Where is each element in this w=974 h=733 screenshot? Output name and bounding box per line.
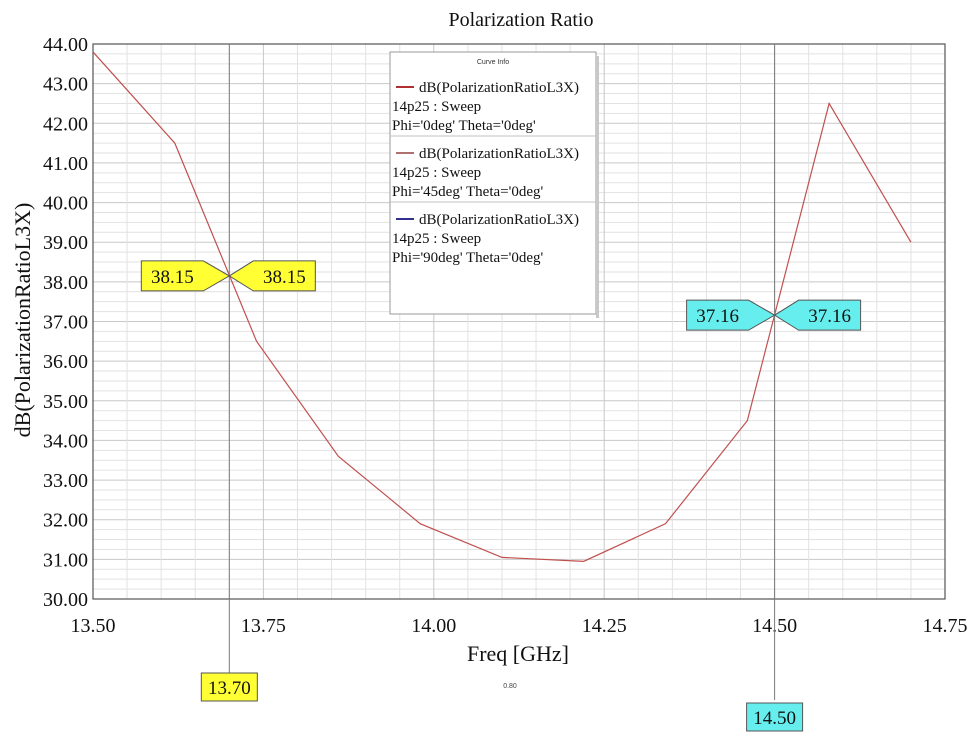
y-axis-label: dB(PolarizationRatioL3X) (10, 203, 35, 438)
legend-entry-sweep: 14p25 : Sweep (392, 99, 481, 115)
legend-box (389, 51, 597, 315)
marker-left-box (140, 260, 231, 292)
marker-x-label: 13.70 (208, 678, 251, 699)
delta-label: 0.80 (503, 683, 517, 690)
marker-left-value: 38.15 (151, 267, 194, 288)
x-tick-label: 13.75 (241, 615, 286, 637)
y-tick-label: 31.00 (43, 549, 88, 571)
x-tick-label: 13.50 (71, 615, 116, 637)
y-tick-label: 43.00 (43, 74, 88, 96)
legend-title: Curve Info (477, 59, 509, 66)
legend-entry-name: dB(PolarizationRatioL3X) (419, 212, 579, 228)
x-tick-label: 14.25 (582, 615, 627, 637)
y-tick-label: 42.00 (43, 113, 88, 135)
marker-right-value: 37.16 (808, 306, 851, 327)
marker-right-box (228, 260, 316, 292)
y-tick-label: 41.00 (43, 153, 88, 175)
legend-shadow (596, 56, 599, 318)
y-tick-label: 40.00 (43, 193, 88, 215)
legend-entry-angles: Phi='0deg' Theta='0deg' (392, 118, 536, 134)
legend-entry-sweep: 14p25 : Sweep (392, 231, 481, 247)
x-tick-labels: 13.50 13.75 14.00 14.25 14.50 14.75 (71, 615, 968, 637)
y-tick-label: 38.00 (43, 272, 88, 294)
marker-right-value: 38.15 (263, 267, 306, 288)
markers-layer: 38.15 38.15 13.70 37.16 37.16 14.50 (140, 44, 862, 732)
x-tick-label: 14.75 (923, 615, 968, 637)
y-tick-label: 36.00 (43, 351, 88, 373)
marker-right-box (773, 299, 862, 331)
y-tick-label: 37.00 (43, 312, 88, 334)
marker-x-label: 14.50 (753, 708, 796, 729)
legend-entries: dB(PolarizationRatioL3X) 14p25 : Sweep Phi… (390, 80, 596, 266)
legend-entry-sweep: 14p25 : Sweep (392, 165, 481, 181)
legend-entry-name: dB(PolarizationRatioL3X) (419, 146, 579, 162)
marker-left-value: 37.16 (696, 306, 739, 327)
chart-title: Polarization Ratio (449, 9, 594, 31)
y-tick-label: 33.00 (43, 470, 88, 492)
plot-frame (92, 43, 946, 600)
y-tick-label: 39.00 (43, 232, 88, 254)
y-tick-label: 30.00 (43, 589, 88, 611)
y-tick-label: 34.00 (43, 430, 88, 452)
marker-x-box (200, 672, 258, 702)
y-tick-labels: 30.00 31.00 32.00 33.00 34.00 35.00 36.00 37.00… (43, 34, 88, 611)
y-tick-label: 32.00 (43, 510, 88, 532)
x-tick-label: 14.00 (411, 615, 456, 637)
legend-entry-angles: Phi='90deg' Theta='0deg' (392, 250, 543, 266)
legend-entry-angles: Phi='45deg' Theta='0deg' (392, 184, 543, 200)
y-tick-label: 35.00 (43, 391, 88, 413)
y-tick-label: 44.00 (43, 34, 88, 56)
marker-x-box (746, 702, 804, 732)
marker-left-box (686, 299, 776, 331)
legend[interactable]: Curve Info dB(PolarizationRatioL3X) 14p25… (389, 51, 599, 318)
x-axis-label: Freq [GHz] (467, 641, 569, 666)
legend-entry-name: dB(PolarizationRatioL3X) (419, 80, 579, 96)
